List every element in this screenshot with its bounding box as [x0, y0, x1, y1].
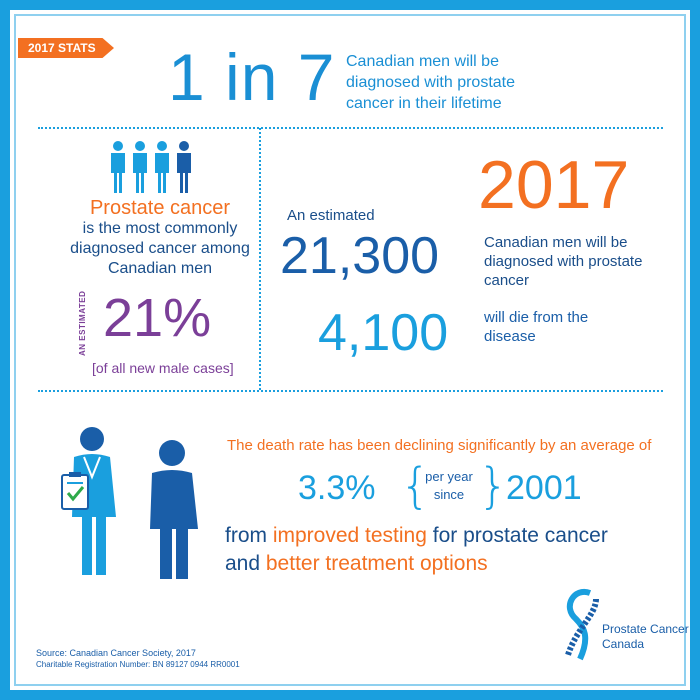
- stats-tag: 2017 STATS: [18, 38, 114, 58]
- charitable-number: Charitable Registration Number: BN 89127…: [36, 660, 240, 669]
- divider-middle: [38, 390, 663, 392]
- doctor-patient-figures: [61, 427, 198, 579]
- logo-line1: Prostate Cancer: [602, 622, 689, 636]
- per-year-since: per year since: [414, 468, 484, 504]
- headline-stat: 1 in 7: [168, 40, 336, 114]
- per-year-label: per year: [425, 469, 473, 484]
- divider-top: [38, 127, 663, 129]
- improvement-text: from improved testing for prostate cance…: [225, 522, 608, 578]
- improvement-highlight-testing: improved testing: [272, 524, 427, 547]
- diagnosed-text: Canadian men will be diagnosed with pros…: [484, 234, 643, 289]
- people-row-icon: [111, 141, 191, 193]
- new-male-cases-note: [of all new male cases]: [92, 360, 234, 376]
- an-estimated-label: An estimated: [287, 207, 375, 224]
- year-2001: 2001: [506, 469, 582, 507]
- improvement-highlight-treatment: better treatment options: [265, 552, 488, 575]
- prostate-cancer-title: Prostate cancer: [89, 197, 231, 219]
- checklist-icon: [61, 472, 89, 510]
- prostate-cancer-body: is the most commonly diagnosed cancer am…: [70, 220, 250, 277]
- vertical-estimated-label: AN ESTIMATED: [78, 290, 87, 356]
- deaths-number: 4,100: [318, 304, 449, 362]
- headline-text: Canadian men will be diagnosed with pros…: [346, 53, 515, 112]
- percent-21: 21%: [103, 288, 212, 348]
- improvement-line2-prefix: and: [225, 552, 266, 575]
- source-citation: Source: Canadian Cancer Society, 2017: [36, 648, 196, 658]
- divider-vertical: [259, 128, 261, 390]
- deaths-text: will die from the disease: [484, 309, 589, 345]
- diagnosed-number: 21,300: [280, 227, 440, 285]
- since-label: since: [433, 487, 465, 502]
- logo-text: Prostate Cancer Canada: [602, 622, 689, 652]
- right-brace-icon: }: [478, 458, 509, 514]
- inner-frame: [14, 14, 686, 686]
- patient-icon: [150, 440, 198, 579]
- left-brace-icon: {: [400, 458, 431, 514]
- ribbon-logo-icon: [565, 588, 599, 661]
- year-2017: 2017: [478, 147, 630, 223]
- logo-line2: Canada: [602, 637, 645, 651]
- improvement-line1-prefix: from: [225, 524, 273, 547]
- death-rate-text: The death rate has been declining signif…: [227, 437, 652, 454]
- improvement-line1-suffix: for prostate cancer: [426, 524, 608, 547]
- percent-3-3: 3.3%: [298, 469, 376, 507]
